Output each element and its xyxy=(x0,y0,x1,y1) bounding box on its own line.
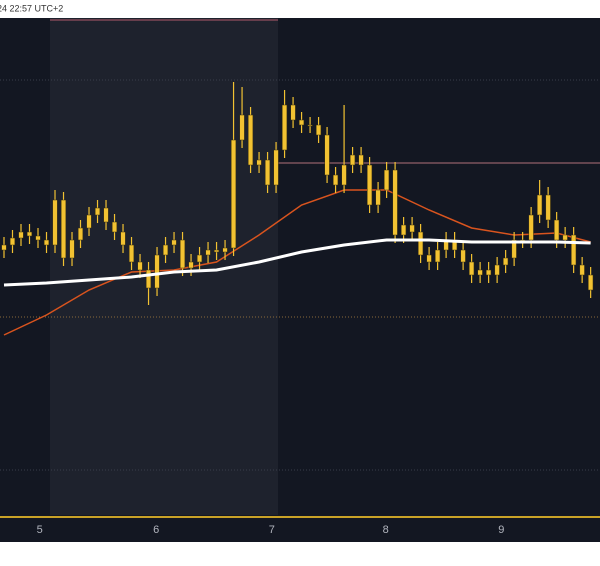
candle-body xyxy=(307,124,313,127)
candle-body xyxy=(230,139,237,249)
candle-body xyxy=(103,207,109,223)
candle-body xyxy=(43,239,50,246)
candle-body xyxy=(469,261,475,276)
candle-body xyxy=(494,264,500,276)
x-tick-label: 8 xyxy=(383,524,389,536)
moving-average xyxy=(3,189,591,336)
candle-body xyxy=(137,261,143,271)
x-tick-label: 5 xyxy=(37,524,43,536)
header-time: 24 22:57 UTC+2 xyxy=(0,3,63,13)
candle-body xyxy=(409,224,415,233)
candle-body xyxy=(264,159,271,186)
candle-body xyxy=(528,214,534,241)
candle-body xyxy=(477,269,483,276)
candle-body xyxy=(60,199,67,259)
candle-body xyxy=(256,159,262,166)
candle-body xyxy=(486,269,492,276)
candle-body xyxy=(179,239,186,269)
candle-body xyxy=(511,239,517,259)
candle-body xyxy=(579,264,585,276)
x-tick-label: 9 xyxy=(498,524,504,536)
candle-body xyxy=(375,189,381,206)
candle-body xyxy=(588,274,594,291)
candle-body xyxy=(349,154,356,166)
candle-body xyxy=(341,164,347,186)
candle-body xyxy=(94,207,101,216)
candle-body xyxy=(239,114,245,141)
candle-body xyxy=(77,227,84,241)
candle-body xyxy=(435,249,441,263)
candle-body xyxy=(562,234,568,241)
candle-body xyxy=(290,104,296,121)
candle-body xyxy=(503,257,509,266)
candle-body xyxy=(537,194,543,216)
candle-body xyxy=(120,231,126,246)
session-shade xyxy=(50,18,278,515)
candle-body xyxy=(401,224,407,236)
candle-body xyxy=(545,194,551,221)
candle-body xyxy=(418,231,424,256)
top-bar xyxy=(0,0,600,18)
candle-body xyxy=(171,239,177,246)
candle-body xyxy=(111,221,118,233)
candle-body xyxy=(426,254,432,263)
candle-body xyxy=(128,244,135,263)
candle-body xyxy=(1,244,7,251)
candle-body xyxy=(392,169,398,236)
candle-body xyxy=(222,247,228,253)
candle-body xyxy=(35,235,41,241)
candle-body xyxy=(26,231,33,237)
candle-body xyxy=(162,244,169,256)
x-tick-label: 6 xyxy=(153,524,159,536)
x-tick-label: 7 xyxy=(269,524,275,536)
candle-body xyxy=(86,214,92,229)
candle-body xyxy=(298,119,305,126)
candle-body xyxy=(213,249,220,253)
candle-body xyxy=(247,114,254,166)
candle-body xyxy=(324,134,330,176)
moving-average xyxy=(3,238,591,287)
candle-body xyxy=(52,199,58,246)
candle-body xyxy=(205,249,211,256)
candle-body xyxy=(145,269,152,289)
candle-body xyxy=(18,231,24,239)
candle-body xyxy=(9,237,16,246)
candle-body xyxy=(571,234,577,266)
candle-body xyxy=(154,254,160,289)
candle-body xyxy=(188,261,194,269)
candle-body xyxy=(358,154,364,166)
candle-body xyxy=(460,249,466,263)
candle-body xyxy=(367,164,373,206)
candle-body xyxy=(273,149,279,186)
candle-body xyxy=(384,169,390,191)
candle-body xyxy=(554,219,560,241)
candle-body xyxy=(196,254,203,263)
candle-body xyxy=(315,124,322,136)
candle-body xyxy=(332,174,339,186)
candle-body xyxy=(69,239,75,259)
candle-body xyxy=(281,104,288,151)
bottom-margin xyxy=(0,542,600,566)
